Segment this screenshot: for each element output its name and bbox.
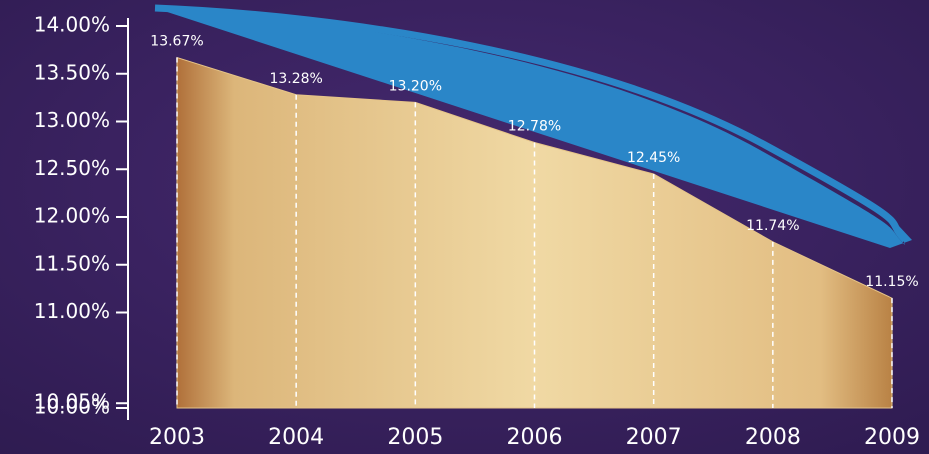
y-tick-label: 13.50% bbox=[34, 60, 110, 84]
trend-arrow-body bbox=[154, 4, 908, 243]
value-label: 12.45% bbox=[627, 150, 680, 166]
y-tick-label: 14.00% bbox=[34, 13, 110, 37]
x-tick-label: 2003 bbox=[149, 425, 205, 450]
y-tick-label: 12.50% bbox=[34, 156, 110, 180]
value-label: 13.20% bbox=[389, 78, 442, 94]
value-label: 12.78% bbox=[508, 119, 561, 135]
y-tick-label: 12.00% bbox=[34, 204, 110, 228]
x-tick-label: 2005 bbox=[387, 425, 443, 450]
trend-arrow bbox=[155, 8, 912, 248]
y-tick-label: 10.05% bbox=[34, 390, 110, 414]
y-tick-label: 11.00% bbox=[34, 299, 110, 323]
x-tick-label: 2009 bbox=[864, 425, 920, 450]
x-tick-label: 2004 bbox=[268, 425, 324, 450]
x-tick-label: 2007 bbox=[626, 425, 682, 450]
y-tick-label: 13.00% bbox=[34, 108, 110, 132]
value-label: 13.67% bbox=[150, 34, 203, 50]
value-label: 11.15% bbox=[865, 274, 918, 290]
value-label: 11.74% bbox=[746, 218, 799, 234]
x-tick-label: 2008 bbox=[745, 425, 801, 450]
y-tick-label: 10.00% bbox=[34, 395, 110, 419]
y-tick-label: 11.50% bbox=[34, 251, 110, 275]
value-label: 13.28% bbox=[269, 71, 322, 87]
x-tick-label: 2006 bbox=[507, 425, 563, 450]
